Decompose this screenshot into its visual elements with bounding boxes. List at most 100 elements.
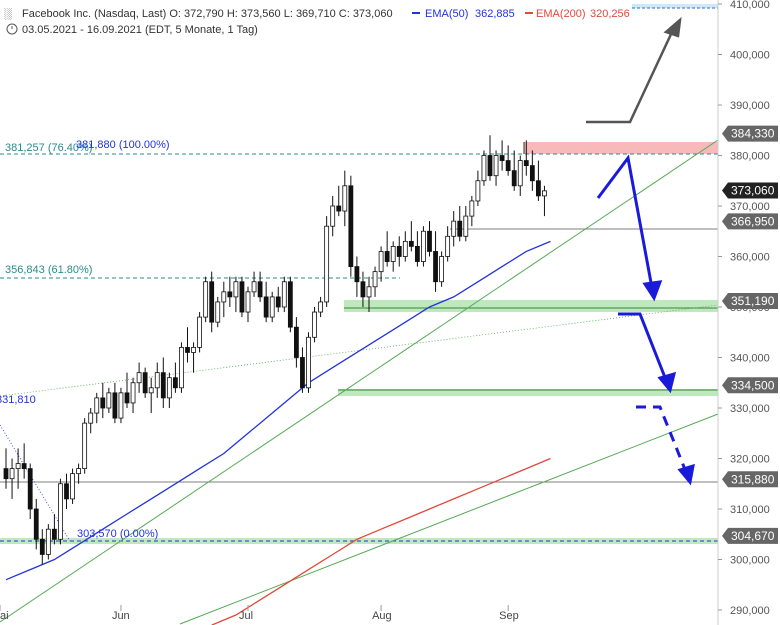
candle-body xyxy=(154,372,160,389)
arrow-gray-up xyxy=(586,16,682,124)
candle-body xyxy=(384,251,390,262)
candle-body xyxy=(463,215,469,237)
candle-body xyxy=(9,468,15,480)
candle-2 xyxy=(15,448,21,489)
candle-84 xyxy=(511,150,517,191)
candle-21 xyxy=(130,377,136,414)
candle-body xyxy=(45,528,51,555)
candle-body xyxy=(3,468,9,480)
clock-icon xyxy=(6,23,18,35)
x-axis-ticks: ai Jun Jul Aug Sep xyxy=(0,605,519,622)
fib-label-331: 331,810 xyxy=(0,394,36,406)
candle-18 xyxy=(112,382,118,424)
candle-body xyxy=(536,180,541,197)
candle-body xyxy=(215,301,221,323)
candle-body xyxy=(499,155,505,161)
candle-52 xyxy=(318,296,324,318)
candle-53 xyxy=(324,216,330,307)
candle-1 xyxy=(9,458,15,499)
price-badge-shape xyxy=(722,213,778,230)
candle-61 xyxy=(372,266,378,297)
price-badge: 384,330 xyxy=(722,125,778,142)
candle-49 xyxy=(300,347,305,393)
candle-body xyxy=(318,301,324,313)
candle-59 xyxy=(360,271,366,307)
candle-body xyxy=(306,336,311,389)
price-badges: 384,330 373,060 366,950 351,190 334,500 315,8… xyxy=(722,125,778,544)
candle-body xyxy=(342,185,348,212)
candle-body xyxy=(439,256,445,283)
candle-37 xyxy=(227,276,233,307)
candle-body xyxy=(148,387,154,394)
price-badge-shape xyxy=(722,377,778,394)
candle-38 xyxy=(233,276,239,313)
candle-body xyxy=(378,251,384,273)
candle-6 xyxy=(39,529,45,565)
y-tick-label: 310,000 xyxy=(730,504,770,516)
candle-body xyxy=(112,392,118,419)
candle-body xyxy=(330,205,336,227)
candle-body xyxy=(421,230,426,262)
candle-23 xyxy=(142,367,148,398)
candle-body xyxy=(197,316,203,348)
candle-11 xyxy=(70,468,75,504)
candle-36 xyxy=(221,281,227,318)
fib-label-6180: 356,843 (61.80%) xyxy=(5,264,92,276)
top-zone-band xyxy=(632,4,718,8)
candle-body xyxy=(469,200,475,217)
candle-body xyxy=(39,538,45,555)
candle-body xyxy=(191,346,196,353)
candle-4 xyxy=(27,463,33,520)
candle-70 xyxy=(427,221,432,257)
price-badge: 304,670 xyxy=(722,527,778,544)
price-badge-label: 351,190 xyxy=(731,294,775,308)
candle-45 xyxy=(275,286,281,313)
header-date-range: 03.05.2021 - 16.09.2021 (EDT, 5 Monate, … xyxy=(22,24,258,36)
ema50-legend-value: 362,885 xyxy=(475,8,515,20)
candle-60 xyxy=(366,276,372,313)
candle-56 xyxy=(342,170,348,227)
candle-47 xyxy=(287,276,293,333)
candle-30 xyxy=(185,327,190,363)
candle-80 xyxy=(487,135,493,181)
candle-40 xyxy=(245,286,251,323)
price-badge: 334,500 xyxy=(722,377,778,394)
fib-label-000: 303,570 (0.00%) xyxy=(77,528,158,540)
candle-body xyxy=(179,346,184,389)
x-tick-label: Sep xyxy=(499,610,519,622)
candle-14 xyxy=(88,408,94,434)
candle-body xyxy=(58,483,63,540)
candle-3 xyxy=(21,443,27,479)
candle-79 xyxy=(481,150,487,186)
candle-body xyxy=(396,245,402,257)
candle-9 xyxy=(58,478,63,545)
candle-body xyxy=(94,397,100,414)
candle-body xyxy=(287,281,293,328)
candle-69 xyxy=(421,226,426,267)
candle-75 xyxy=(457,206,463,242)
candle-body xyxy=(414,245,420,262)
price-badge: 373,060 xyxy=(722,182,778,199)
candle-54 xyxy=(330,195,336,237)
candle-body xyxy=(312,311,317,338)
price-badge: 351,190 xyxy=(722,292,778,309)
candle-8 xyxy=(52,514,57,545)
x-tick-label: ai xyxy=(0,610,9,622)
candle-22 xyxy=(136,362,142,393)
candle-50 xyxy=(306,332,311,393)
y-tick-label: 320,000 xyxy=(730,454,770,466)
candle-body xyxy=(542,190,547,197)
trendline-dotted xyxy=(0,304,719,397)
candle-body xyxy=(185,346,190,353)
x-tick-label: Aug xyxy=(372,610,392,622)
y-tick-label: 300,000 xyxy=(730,555,770,567)
candle-7 xyxy=(45,524,51,560)
price-badge-label: 304,670 xyxy=(731,529,775,543)
candle-46 xyxy=(281,276,287,313)
candle-0 xyxy=(3,448,9,489)
candle-body xyxy=(366,286,372,298)
candle-body xyxy=(257,281,263,298)
candle-35 xyxy=(215,296,221,328)
candle-body xyxy=(209,281,215,323)
